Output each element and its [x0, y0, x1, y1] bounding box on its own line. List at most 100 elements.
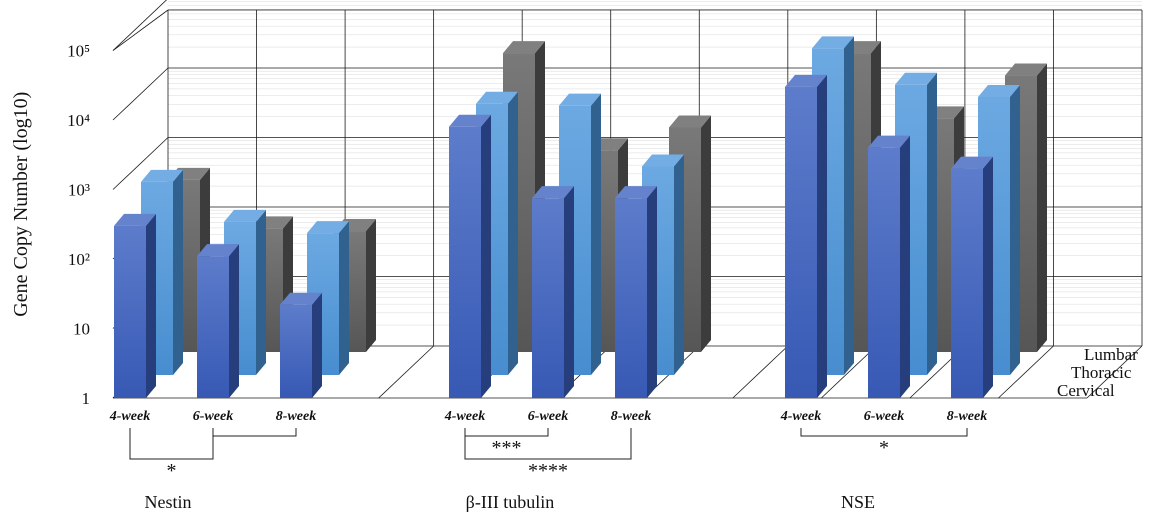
bar-top [785, 74, 827, 87]
bar-top [559, 93, 601, 106]
bar-front [785, 86, 817, 398]
group-name: β-III tubulin [466, 492, 555, 512]
significance-bracket [129, 428, 214, 460]
depth-label: Lumbar [1084, 345, 1138, 364]
bar-side [564, 186, 574, 398]
y-tick-label: 1 [82, 389, 91, 408]
bar [785, 74, 827, 398]
bar-side [1010, 85, 1020, 375]
bar-top [449, 114, 491, 127]
bar-top [895, 72, 937, 85]
category-label: 6-week [528, 409, 568, 424]
y-tick-label: 10⁵ [67, 42, 90, 61]
significance-label: **** [528, 460, 568, 482]
category-label: 8-week [947, 409, 987, 424]
bar-side [900, 135, 910, 398]
bar-top [307, 221, 349, 234]
significance-bracket [212, 428, 297, 437]
floor-line [732, 345, 789, 399]
bar [868, 135, 910, 398]
significance-brackets: ********* [129, 428, 968, 482]
significance-bracket [464, 428, 632, 460]
bar-top [951, 156, 993, 169]
category-label: 6-week [864, 409, 904, 424]
category-label: 4-week [444, 409, 485, 424]
bar [197, 244, 239, 398]
bar-top [978, 85, 1020, 97]
bar-top [1005, 63, 1047, 76]
bar-top [114, 213, 156, 226]
bar-side [927, 72, 937, 375]
bar-front [615, 198, 647, 398]
side-wall-line [112, 137, 169, 190]
floor-line [378, 345, 434, 399]
y-axis-label: Gene Copy Number (log10) [10, 92, 32, 317]
bar-side [173, 169, 183, 375]
bar-side [701, 115, 711, 353]
category-label: 4-week [109, 409, 150, 424]
bar-top [669, 115, 711, 128]
bar-side [508, 91, 518, 376]
category-label: 8-week [611, 409, 651, 424]
group-name: Nestin [145, 492, 192, 512]
category-label: 8-week [276, 409, 316, 424]
bar-side [146, 213, 156, 398]
bar-side [339, 221, 349, 375]
significance-label: * [879, 437, 889, 459]
bar-side [366, 219, 376, 352]
side-wall-line [112, 67, 169, 121]
bar-top [642, 154, 684, 167]
bar-top [476, 91, 518, 104]
bar-top [224, 209, 266, 222]
y-tick-label: 10² [68, 250, 90, 269]
y-tick-label: 10³ [68, 181, 90, 200]
side-wall-line [112, 9, 169, 51]
bar-top [503, 41, 545, 54]
y-axis-ticks: 1 10 10² 10³ 10⁴ 10⁵ [67, 42, 90, 409]
bar-top [532, 186, 574, 199]
category-label: 6-week [193, 409, 233, 424]
bar-side [312, 292, 322, 398]
bar-front [197, 256, 229, 398]
bar-top [141, 169, 183, 182]
depth-label: Thoracic [1071, 363, 1132, 382]
bar-side [674, 154, 684, 375]
bar-side [229, 244, 239, 398]
bar [114, 213, 156, 398]
bar-front [868, 147, 900, 398]
bar-side [983, 156, 993, 398]
bar [951, 156, 993, 398]
bar-side [844, 36, 854, 376]
bar [615, 186, 657, 398]
bar-front [280, 304, 312, 398]
significance-label: *** [492, 437, 522, 459]
group-name: NSE [841, 492, 875, 512]
bar-top [868, 135, 910, 148]
bar-front [951, 168, 983, 398]
side-wall-line [112, 0, 167, 51]
bar-side [591, 93, 601, 376]
y-tick-label: 10 [73, 320, 90, 339]
bar-front [449, 126, 481, 399]
significance-bracket [464, 428, 549, 437]
bar-side [481, 114, 491, 399]
floor-line [998, 345, 1054, 399]
y-tick-label: 10⁴ [67, 111, 90, 130]
floor-line [1086, 345, 1143, 399]
bar-front [532, 198, 564, 398]
bar-top [812, 36, 854, 49]
group-names: Nestin β-III tubulin NSE [145, 492, 876, 512]
category-label: 4-week [780, 409, 821, 424]
bar-top [615, 186, 657, 199]
depth-label: Cervical [1057, 381, 1115, 400]
category-labels: 4-week 6-week 8-week 4-week 6-week 8-week 4-we… [109, 409, 987, 424]
bar-side [256, 209, 266, 375]
significance-bracket [800, 428, 968, 437]
bar [532, 186, 574, 398]
bars [114, 36, 1047, 399]
bar [280, 292, 322, 398]
bar-top [197, 244, 239, 257]
